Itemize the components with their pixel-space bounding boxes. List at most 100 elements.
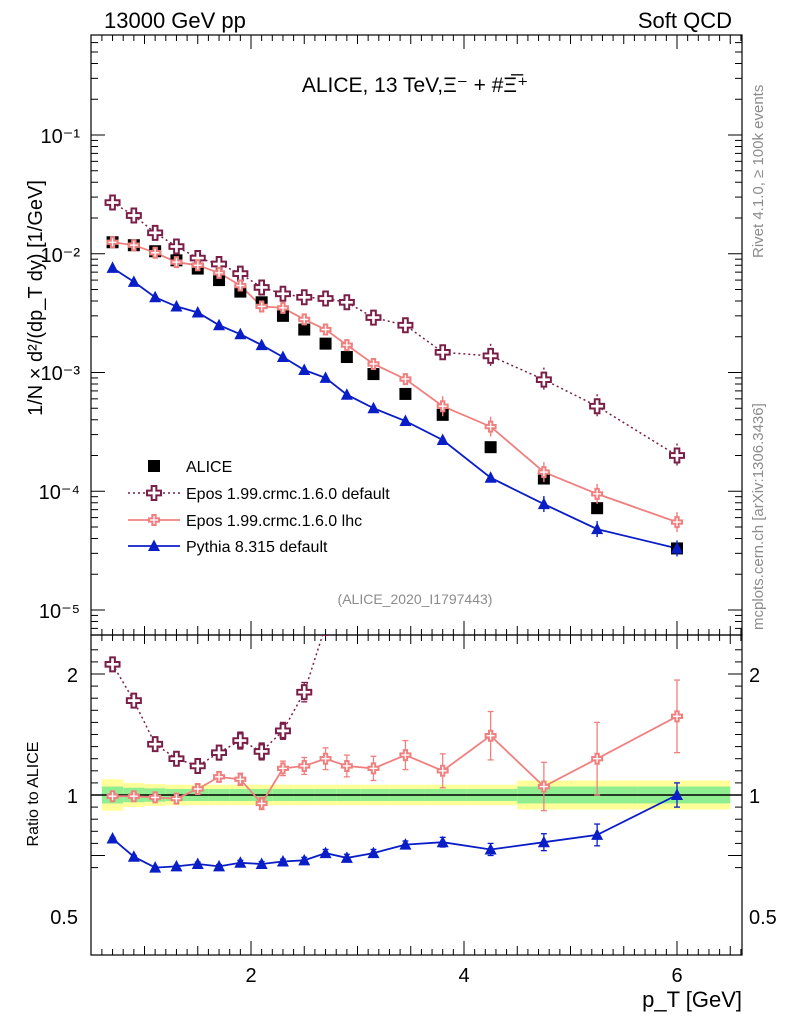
pythia-point [213, 318, 226, 331]
mcplots-label: mcplots.cern.ch [arXiv:1306.3436] [750, 403, 767, 630]
epos-lhc-point [170, 256, 183, 269]
epos-default-point [253, 279, 270, 296]
alice-point [276, 309, 289, 322]
main-plot-title: ALICE, 13 TeV,Ξ⁻ + #Ξ̅⁺ [302, 74, 528, 97]
legend-marker-alice [148, 460, 160, 472]
ratio-pythia-point [170, 859, 183, 872]
ratio-ytick-label-1: 1 [67, 786, 78, 808]
main-ytick-label-1e-5: 10⁻⁵ [39, 601, 80, 623]
legend-label-pythia: Pythia 8.315 default [186, 539, 328, 556]
legend-label-epos-lhc: Epos 1.99.crmc.1.6.0 lhc [186, 513, 362, 530]
alice-point [298, 323, 311, 336]
epos-lhc-point [340, 339, 353, 352]
epos-default-point [317, 290, 334, 307]
epos-default-point [397, 317, 414, 334]
pythia-point [367, 401, 380, 414]
legend-marker-epos-default [128, 485, 180, 501]
epos-default-point [535, 371, 552, 388]
pythia-point [255, 338, 268, 351]
ratio-ytick-label-right-0.5: 0.5 [749, 907, 777, 929]
header-right: Soft QCD [638, 8, 732, 33]
rivet-label: Rivet 4.1.0, ≥ 100k events [750, 85, 767, 258]
ratio-pythia-point [319, 846, 332, 859]
alice-point [484, 441, 497, 454]
epos-lhc-point [319, 323, 332, 336]
ratio-pythia-point [340, 851, 353, 863]
x-axis-label: p_T [GeV] [642, 987, 742, 1012]
ratio-pythia-point [399, 838, 412, 850]
ratio-epos-lhc-point [234, 773, 247, 786]
ratio-epos-default-point [398, 449, 412, 463]
ratio-pythia-point [298, 853, 311, 866]
alice-point [234, 285, 247, 298]
main-y-tick-labels: 10⁻⁵ 10⁻⁴ 10⁻³ 10⁻² 10⁻¹ [39, 126, 81, 623]
epos-default-point [274, 285, 291, 302]
epos-default-point [434, 344, 451, 361]
epos-lhc-point [298, 313, 311, 326]
alice-point [399, 387, 412, 400]
x-tick-labels: 2 4 6 [245, 965, 682, 987]
epos-lhc-point [191, 259, 204, 272]
main-axis-ticks [91, 35, 742, 635]
legend: ALICE Epos 1.99.crmc.1.6.0 default Epos … [128, 459, 390, 556]
ratio-epos-lhc-point [671, 710, 683, 723]
ratio-epos-default-point [211, 744, 228, 761]
ratio-pythia-point [276, 855, 289, 867]
legend-square [148, 460, 160, 472]
ratio-ytick-label-0.5: 0.5 [50, 907, 78, 929]
epos-default-point [338, 294, 355, 311]
pythia-point [234, 327, 247, 340]
pythia-point [149, 290, 162, 303]
legend-marker-pythia [128, 539, 180, 551]
ratio-epos-lhc-point [340, 759, 353, 772]
ratio-axis-ticks [91, 635, 742, 955]
ratio-epos-default-point [366, 546, 380, 560]
ratio-epos-lhc-point [484, 729, 497, 742]
ratio-epos-lhc-point [399, 749, 412, 762]
ratio-epos-lhc-point [170, 792, 183, 805]
xtick-label-4: 4 [458, 965, 469, 987]
ratio-epos-default-point [232, 732, 249, 749]
main-ytick-label-1e-3: 10⁻³ [41, 363, 81, 385]
ratio-epos-default-point [147, 736, 164, 753]
pythia-point [106, 261, 119, 273]
analysis-id: (ALICE_2020_I1797443) [338, 591, 493, 607]
epos-lhc-point [436, 400, 449, 413]
ratio-pythia-point [127, 850, 140, 862]
ratio-epos-default-point [340, 558, 354, 572]
pythia-point [276, 350, 289, 363]
legend-label-alice: ALICE [186, 459, 232, 476]
ratio-ytick-label-right-1: 1 [749, 786, 760, 808]
legend-cross [148, 514, 160, 526]
pythia-point [191, 306, 204, 318]
epos-lhc-point [213, 266, 226, 279]
ratio-ytick-label-right-2: 2 [749, 665, 760, 687]
pythia-point [671, 541, 683, 554]
epos-lhc-point [537, 466, 550, 479]
ratio-epos-default-point [274, 722, 291, 739]
main-ytick-label-1e-1: 10⁻¹ [41, 126, 81, 148]
epos-default-point [365, 309, 382, 326]
ratio-epos-lhc-point [191, 782, 204, 795]
epos-default-point [482, 347, 499, 364]
epos-lhc-point [367, 357, 380, 370]
ratio-epos-default-point [125, 692, 142, 709]
ratio-pythia-point [671, 788, 683, 800]
ratio-epos-default-point [436, 502, 450, 516]
ratio-ytick-label-2: 2 [67, 665, 78, 687]
ratio-epos-lhc-point [255, 797, 268, 810]
ratio-data-layer [104, 449, 683, 873]
epos-lhc-point [234, 279, 247, 292]
epos-lhc-point [484, 420, 497, 433]
ratio-epos-lhc-point [367, 762, 380, 775]
ratio-epos-lhc-point [436, 764, 449, 777]
main-y-axis-label: 1/N × d²/(dp_T dy) [1/GeV] [25, 180, 47, 416]
ratio-pythia-point [367, 846, 380, 859]
main-ytick-label-1e-4: 10⁻⁴ [39, 482, 80, 504]
ratio-epos-lhc-point [149, 791, 162, 804]
ratio-y-axis-label: Ratio to ALICE [25, 742, 42, 847]
ratio-pythia-point [591, 828, 604, 840]
epos-default-point [296, 289, 313, 306]
legend-label-epos-default: Epos 1.99.crmc.1.6.0 default [186, 486, 390, 503]
